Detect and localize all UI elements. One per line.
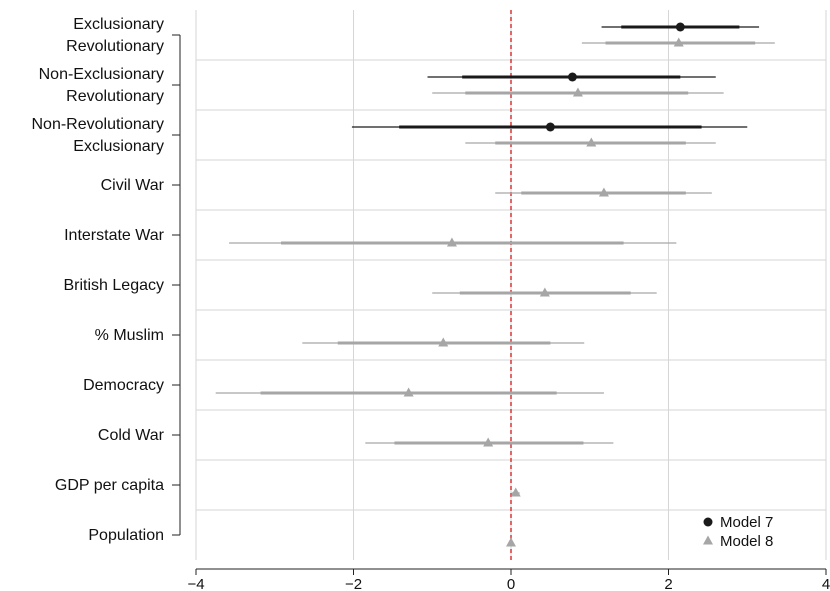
model-7-point bbox=[545, 122, 555, 132]
model-8-point bbox=[598, 187, 609, 197]
x-tick-label: 4 bbox=[822, 576, 830, 591]
category-label: Civil War bbox=[101, 177, 165, 194]
model-8-point bbox=[403, 387, 414, 397]
category-label: Interstate War bbox=[64, 227, 165, 244]
x-axis: −4 −2 0 2 4 bbox=[187, 568, 830, 591]
series bbox=[215, 22, 775, 547]
model-8-point bbox=[446, 237, 457, 247]
model-8-point bbox=[539, 287, 550, 297]
model-7-point bbox=[675, 22, 685, 32]
model-8-point bbox=[572, 87, 583, 97]
y-axis: Exclusionary Revolutionary Non-Exclusionar… bbox=[31, 16, 181, 544]
x-tick-label: −2 bbox=[345, 576, 362, 591]
legend-marker-model-8 bbox=[703, 535, 713, 545]
model-8-point bbox=[510, 487, 521, 497]
model-8-point bbox=[438, 337, 449, 347]
x-tick-label: −4 bbox=[187, 576, 204, 591]
model-8-point bbox=[506, 537, 516, 547]
category-label: Cold War bbox=[98, 427, 165, 444]
category-label: British Legacy bbox=[64, 277, 165, 294]
category-label: Revolutionary bbox=[66, 88, 164, 105]
category-label: GDP per capita bbox=[55, 477, 164, 494]
category-label: Non-Revolutionary bbox=[31, 116, 164, 133]
model-8-point bbox=[586, 137, 597, 147]
legend-label-model-8: Model 8 bbox=[720, 533, 773, 550]
x-tick-label: 2 bbox=[664, 576, 672, 591]
category-label: Revolutionary bbox=[66, 38, 164, 55]
category-label: Exclusionary bbox=[73, 16, 164, 33]
category-label: Non-Exclusionary bbox=[39, 66, 164, 83]
category-label: % Muslim bbox=[95, 327, 164, 344]
x-tick-label: 0 bbox=[507, 576, 515, 591]
category-label: Population bbox=[88, 527, 164, 544]
legend: Model 7 Model 8 bbox=[703, 514, 773, 550]
category-label: Exclusionary bbox=[73, 138, 164, 155]
model-7-point bbox=[567, 72, 577, 82]
legend-marker-model-7 bbox=[703, 517, 713, 527]
category-label: Democracy bbox=[83, 377, 164, 394]
legend-label-model-7: Model 7 bbox=[720, 514, 773, 531]
model-8-point bbox=[673, 37, 684, 47]
model-8-point bbox=[483, 437, 494, 447]
